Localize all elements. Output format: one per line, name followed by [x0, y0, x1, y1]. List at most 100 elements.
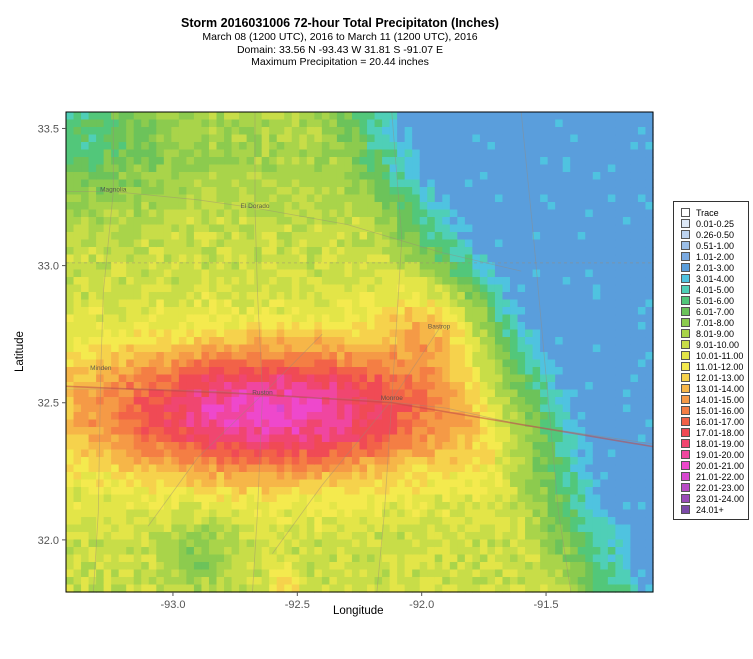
precip-cell — [239, 509, 248, 518]
precip-cell — [404, 517, 413, 526]
precip-cell — [118, 547, 127, 556]
precip-cell — [126, 464, 135, 473]
precip-cell — [600, 404, 609, 413]
precip-cell — [111, 277, 120, 286]
precip-cell — [442, 157, 451, 166]
precip-cell — [336, 412, 346, 421]
precip-cell — [607, 472, 616, 481]
precip-cell — [231, 202, 240, 211]
precip-cell — [637, 179, 647, 188]
precip-cell — [374, 457, 383, 466]
precip-cell — [645, 539, 654, 548]
precip-cell — [118, 292, 127, 301]
precip-cell — [344, 149, 353, 158]
precip-cell — [607, 254, 616, 263]
precip-cell — [562, 374, 571, 383]
precip-cell — [427, 472, 436, 481]
precip-cell — [321, 479, 330, 488]
precip-cell — [472, 157, 481, 166]
precip-cell — [193, 307, 203, 316]
precip-cell — [397, 179, 406, 188]
precip-cell — [487, 389, 496, 398]
precip-cell — [321, 187, 330, 196]
precip-cell — [351, 434, 361, 443]
precip-cell — [329, 524, 338, 533]
precip-cell — [126, 239, 135, 248]
precip-cell — [622, 524, 632, 533]
precip-cell — [141, 232, 150, 241]
precip-cell — [314, 239, 323, 248]
precip-cell — [585, 269, 594, 278]
precip-cell — [321, 487, 330, 496]
precip-cell — [163, 292, 172, 301]
precip-cell — [382, 479, 391, 488]
precip-cell — [434, 434, 443, 443]
precip-cell — [66, 112, 75, 121]
precip-cell — [412, 134, 421, 143]
precip-cell — [246, 322, 255, 331]
precip-cell — [208, 202, 218, 211]
precip-cell — [299, 442, 308, 451]
precip-cell — [404, 179, 413, 188]
precip-cell — [525, 359, 534, 368]
precip-cell — [246, 494, 255, 503]
precip-cell — [419, 464, 428, 473]
precip-cell — [449, 307, 458, 316]
precip-cell — [510, 374, 519, 383]
precip-cell — [434, 382, 443, 391]
precip-cell — [517, 247, 526, 256]
precip-cell — [111, 352, 120, 361]
precip-cell — [239, 232, 248, 241]
precip-cell — [419, 292, 428, 301]
precip-cell — [637, 337, 647, 346]
precip-cell — [314, 284, 323, 293]
precip-cell — [148, 322, 157, 331]
precip-cell — [156, 577, 165, 586]
precip-cell — [419, 164, 428, 173]
precip-cell — [216, 584, 225, 593]
precip-cell — [382, 562, 391, 571]
precip-cell — [141, 254, 150, 263]
precip-cell — [600, 547, 609, 556]
precip-cell — [336, 367, 346, 376]
precip-cell — [457, 427, 466, 436]
precip-cell — [314, 224, 323, 233]
precip-cell — [276, 367, 285, 376]
precip-cell — [88, 262, 97, 271]
precip-cell — [367, 539, 376, 548]
precip-cell — [434, 584, 443, 593]
precip-cell — [494, 232, 504, 241]
precip-cell — [494, 127, 504, 136]
precip-cell — [630, 292, 639, 301]
precip-cell — [321, 344, 330, 353]
precip-cell — [111, 457, 120, 466]
precip-cell — [276, 449, 285, 458]
precip-cell — [336, 487, 346, 496]
precip-cell — [510, 119, 519, 128]
precip-cell — [645, 187, 654, 196]
precip-cell — [479, 262, 489, 271]
precip-cell — [607, 164, 616, 173]
precip-cell — [118, 502, 127, 511]
precip-cell — [472, 457, 481, 466]
precip-cell — [351, 322, 361, 331]
precip-cell — [525, 254, 534, 263]
precip-cell — [585, 457, 594, 466]
precip-cell — [186, 539, 195, 548]
precip-cell — [344, 209, 353, 218]
precip-cell — [156, 164, 165, 173]
precip-cell — [216, 577, 225, 586]
precip-cell — [171, 322, 180, 331]
precip-cell — [562, 194, 571, 203]
precip-cell — [88, 577, 97, 586]
precip-cell — [359, 584, 368, 593]
precip-cell — [103, 247, 112, 256]
precip-cell — [472, 239, 481, 248]
precip-cell — [118, 179, 127, 188]
precip-cell — [562, 517, 571, 526]
precip-cell — [148, 562, 157, 571]
precip-cell — [615, 584, 624, 593]
precip-cell — [336, 457, 346, 466]
precip-cell — [336, 179, 346, 188]
precip-cell — [73, 502, 82, 511]
